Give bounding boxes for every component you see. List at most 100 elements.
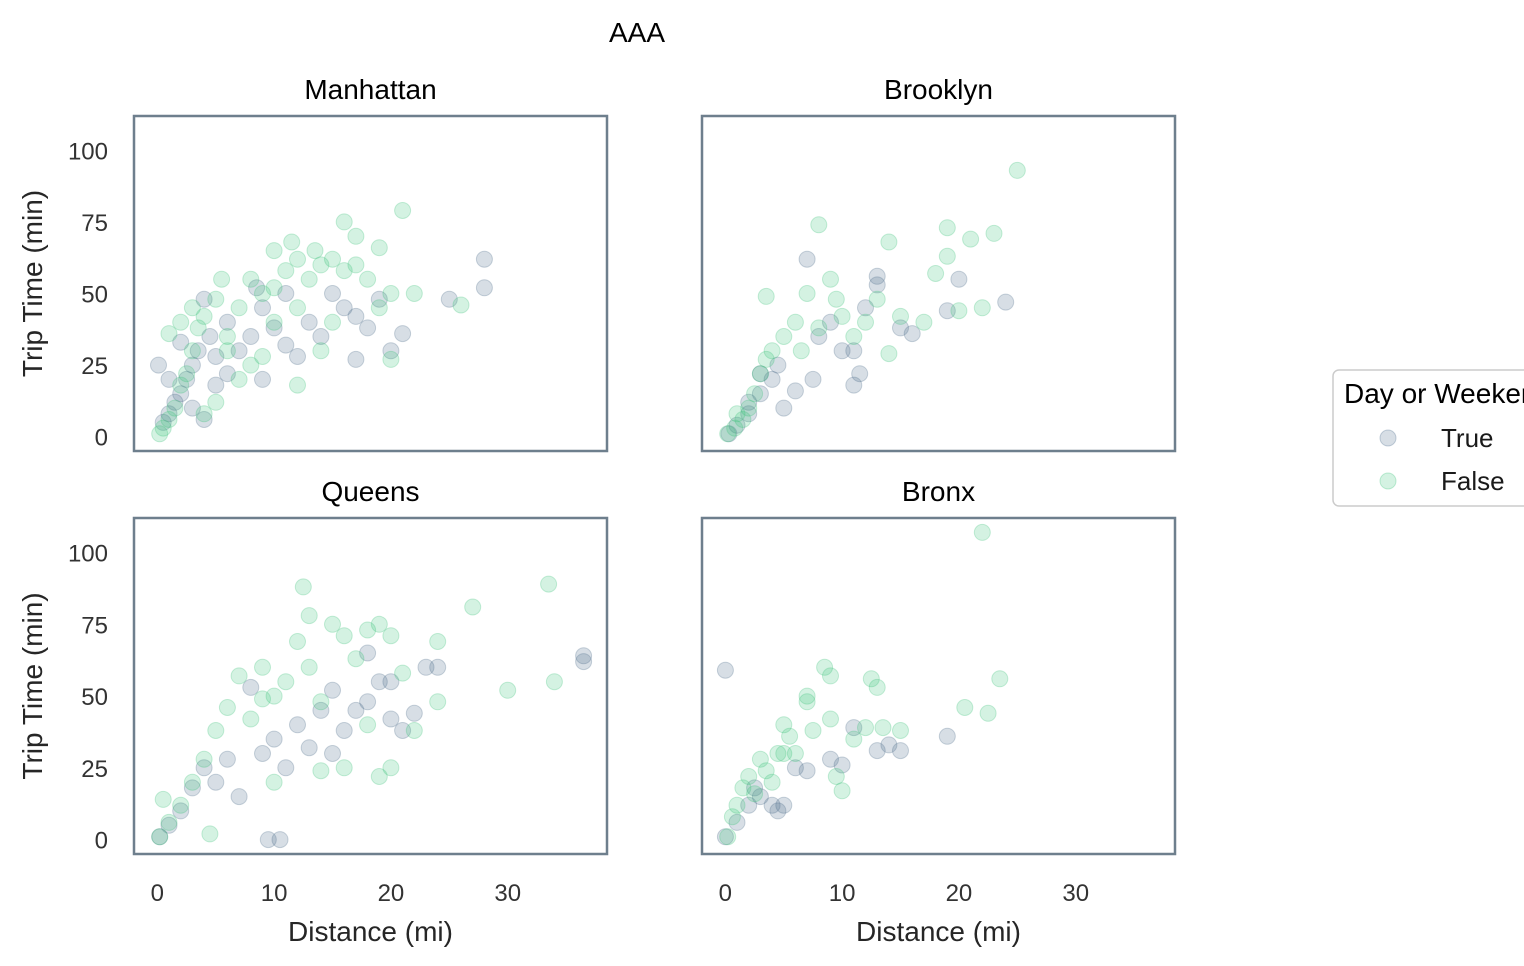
- data-point: [751, 788, 769, 806]
- data-point: [312, 328, 330, 345]
- data-point: [218, 365, 236, 383]
- data-point: [950, 302, 968, 320]
- data-point: [195, 405, 213, 423]
- data-point: [716, 661, 734, 679]
- data-point: [938, 302, 956, 320]
- data-point: [927, 265, 945, 282]
- data-point: [289, 299, 306, 317]
- data-point: [892, 742, 909, 760]
- data-point: [312, 693, 330, 711]
- data-point: [719, 425, 737, 443]
- data-point: [763, 773, 781, 791]
- data-point: [151, 828, 169, 846]
- data-point: [277, 285, 295, 302]
- y-axis-label: Trip Time (min): [17, 190, 48, 377]
- data-point: [845, 342, 863, 360]
- data-point: [207, 393, 225, 411]
- data-point: [798, 762, 816, 780]
- legend-label-true: True: [1441, 423, 1494, 453]
- data-point: [991, 670, 1009, 688]
- data-point: [786, 745, 804, 762]
- series-false: [719, 161, 1026, 443]
- data-point: [218, 328, 236, 345]
- y-tick-label: 25: [81, 353, 108, 380]
- data-point: [440, 290, 458, 308]
- data-point: [347, 227, 365, 245]
- data-point: [862, 670, 880, 688]
- data-point: [746, 779, 764, 797]
- data-point: [938, 727, 956, 745]
- data-point: [277, 673, 295, 691]
- facet-title: Bronx: [902, 476, 975, 507]
- series-true: [150, 250, 493, 431]
- data-point: [417, 658, 435, 676]
- x-axis-label: Distance (mi): [856, 916, 1021, 947]
- data-point: [370, 239, 388, 257]
- data-point: [359, 716, 377, 734]
- data-point: [880, 233, 898, 251]
- facet-bronx: Bronx 0 10 20 30 Distance (mi): [700, 476, 1177, 947]
- data-point: [218, 342, 236, 360]
- y-tick-label: 25: [81, 756, 108, 783]
- data-point: [254, 285, 271, 302]
- series-false: [151, 202, 470, 443]
- data-point: [833, 342, 851, 360]
- data-point: [230, 342, 248, 360]
- y-tick-label: 75: [81, 210, 108, 237]
- data-point: [207, 348, 225, 365]
- data-point: [786, 313, 804, 331]
- y-tick-label: 50: [81, 684, 108, 711]
- facet-manhattan: Manhattan 0 25 50 75 100 Trip Time (min): [17, 74, 609, 453]
- x-tick-label: 10: [261, 880, 288, 907]
- data-point: [751, 365, 769, 383]
- data-point: [160, 411, 178, 428]
- data-point: [154, 419, 172, 437]
- axes-frame: [132, 114, 609, 453]
- data-point: [475, 279, 493, 297]
- data-point: [230, 299, 248, 317]
- series-true: [720, 250, 1015, 443]
- data-point: [335, 759, 353, 777]
- data-point: [540, 575, 558, 593]
- data-point: [382, 759, 400, 777]
- data-point: [172, 796, 190, 814]
- facet-title: Brooklyn: [884, 74, 993, 105]
- data-point: [347, 256, 365, 274]
- data-point: [172, 376, 190, 394]
- data-point: [728, 405, 746, 423]
- data-point: [277, 759, 295, 777]
- x-tick-label: 30: [494, 880, 521, 907]
- data-point: [230, 788, 248, 806]
- legend-marker-false: [1379, 472, 1397, 490]
- data-point: [277, 336, 295, 354]
- data-point: [857, 719, 874, 737]
- data-point: [166, 393, 184, 411]
- data-point: [160, 325, 178, 343]
- y-tick-label: 0: [95, 425, 108, 452]
- x-axis-label: Distance (mi): [288, 916, 453, 947]
- data-point: [300, 270, 318, 288]
- x-tick-label: 0: [719, 880, 732, 907]
- data-point: [464, 598, 482, 616]
- data-point: [810, 216, 828, 234]
- data-point: [382, 350, 400, 368]
- data-point: [242, 678, 260, 696]
- data-point: [248, 279, 266, 297]
- axes-frame: [700, 114, 1177, 453]
- data-point: [359, 621, 377, 639]
- data-point: [880, 345, 898, 363]
- legend-marker-true: [1379, 429, 1397, 447]
- data-point: [230, 667, 248, 685]
- data-point: [394, 722, 412, 739]
- data-point: [382, 342, 400, 360]
- data-point: [915, 313, 933, 331]
- data-point: [499, 681, 517, 699]
- data-point: [740, 796, 758, 814]
- facet-brooklyn: Brooklyn: [700, 74, 1177, 453]
- data-point: [265, 242, 283, 260]
- data-point: [740, 399, 758, 417]
- data-point: [868, 267, 886, 285]
- data-point: [154, 413, 172, 431]
- data-point: [763, 370, 781, 388]
